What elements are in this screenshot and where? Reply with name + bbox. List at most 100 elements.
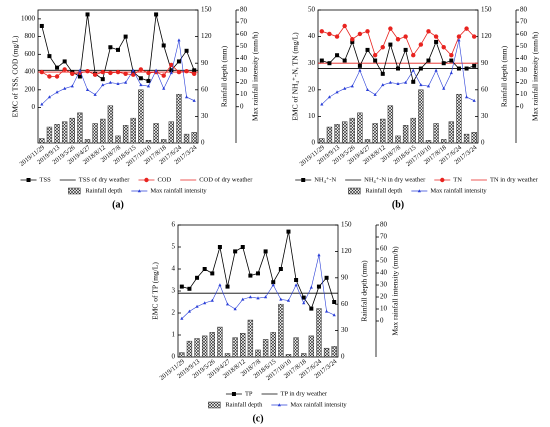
marker <box>301 178 306 182</box>
bar <box>247 319 254 358</box>
marker <box>372 53 378 58</box>
marker <box>162 86 166 90</box>
marker <box>302 301 306 305</box>
marker <box>327 31 332 37</box>
legend-label: Max rainfall intensity <box>290 401 347 408</box>
y2-axis-title: Rainfall depth (mm) <box>500 45 509 107</box>
marker <box>472 63 477 68</box>
bar <box>425 140 432 144</box>
y3-tick-label: 80 <box>380 221 388 229</box>
marker <box>240 245 245 249</box>
y2-tick-label: 60 <box>341 300 349 308</box>
y-tick-label: 1000 <box>21 14 36 22</box>
marker <box>357 31 363 37</box>
marker <box>55 65 60 70</box>
y-tick-label: 200 <box>25 85 36 93</box>
marker <box>396 81 400 85</box>
y-tick-label: 10 <box>308 112 316 120</box>
marker <box>131 68 135 72</box>
bar <box>186 340 193 358</box>
marker <box>123 34 128 39</box>
marker <box>388 80 392 84</box>
y2-tick-label: 150 <box>481 6 492 14</box>
bar <box>410 117 416 144</box>
marker <box>192 98 196 102</box>
marker <box>169 62 174 68</box>
marker <box>404 80 408 84</box>
y3-tick-label: 70 <box>380 233 388 241</box>
marker <box>426 29 431 34</box>
bar <box>433 123 439 144</box>
bar <box>262 339 269 358</box>
marker <box>179 284 184 289</box>
bar <box>240 332 246 358</box>
y-tick-label: 600 <box>25 50 36 58</box>
y-tick-label: 0 <box>312 139 316 147</box>
bar <box>326 126 333 144</box>
y2-tick-label: 30 <box>201 112 209 120</box>
legend-label: Max rainfall intensity <box>150 187 207 194</box>
marker <box>395 37 401 42</box>
marker <box>324 309 329 313</box>
y-tick-label: 0 <box>32 103 36 111</box>
bar <box>372 123 378 144</box>
marker <box>365 47 370 52</box>
marker <box>319 29 325 34</box>
marker <box>403 47 408 52</box>
y3-tick-label: 20 <box>240 78 248 86</box>
bar <box>209 332 215 358</box>
marker <box>192 68 197 73</box>
bar <box>232 337 238 358</box>
marker <box>139 83 143 87</box>
bar <box>357 112 363 144</box>
bar <box>441 139 447 144</box>
marker <box>146 70 151 76</box>
marker <box>278 267 283 271</box>
marker <box>456 66 461 71</box>
bar <box>115 135 121 144</box>
marker <box>184 48 189 53</box>
marker <box>411 53 416 58</box>
bar <box>334 124 340 144</box>
marker <box>92 72 98 77</box>
marker <box>115 69 121 75</box>
y3-tick-label: 30 <box>520 66 528 74</box>
y2-tick-label: 0 <box>201 139 205 147</box>
marker <box>131 70 136 75</box>
marker <box>39 23 44 28</box>
legend-label: TN in dry weather <box>490 176 539 183</box>
marker <box>241 297 245 301</box>
marker <box>39 69 45 75</box>
y-axis-title: EMC of NH₄⁺-N, TN (mg/L) <box>291 32 300 121</box>
marker <box>442 86 446 90</box>
marker <box>55 90 59 94</box>
marker <box>449 58 454 63</box>
marker <box>191 71 197 77</box>
marker <box>100 77 105 82</box>
marker <box>256 271 260 276</box>
bar <box>301 353 307 358</box>
y3-axis-title: Max rainfall intensity (mm/h) <box>531 31 540 121</box>
marker <box>388 42 393 47</box>
marker <box>146 84 151 88</box>
marker <box>116 81 120 85</box>
y2-tick-label: 30 <box>341 326 349 334</box>
marker <box>286 229 291 234</box>
bar <box>179 352 185 358</box>
bar <box>471 132 477 144</box>
bar <box>183 133 190 144</box>
marker <box>177 38 181 42</box>
bar <box>122 125 129 144</box>
y3-tick-label: 70 <box>520 18 528 26</box>
bar <box>194 338 200 358</box>
marker <box>187 286 192 291</box>
bar <box>69 117 75 144</box>
marker <box>426 84 431 88</box>
marker <box>154 12 159 17</box>
marker <box>472 98 476 102</box>
marker <box>365 88 370 91</box>
marker <box>108 45 113 50</box>
y2-tick-label: 120 <box>481 32 492 40</box>
bar <box>46 126 53 144</box>
